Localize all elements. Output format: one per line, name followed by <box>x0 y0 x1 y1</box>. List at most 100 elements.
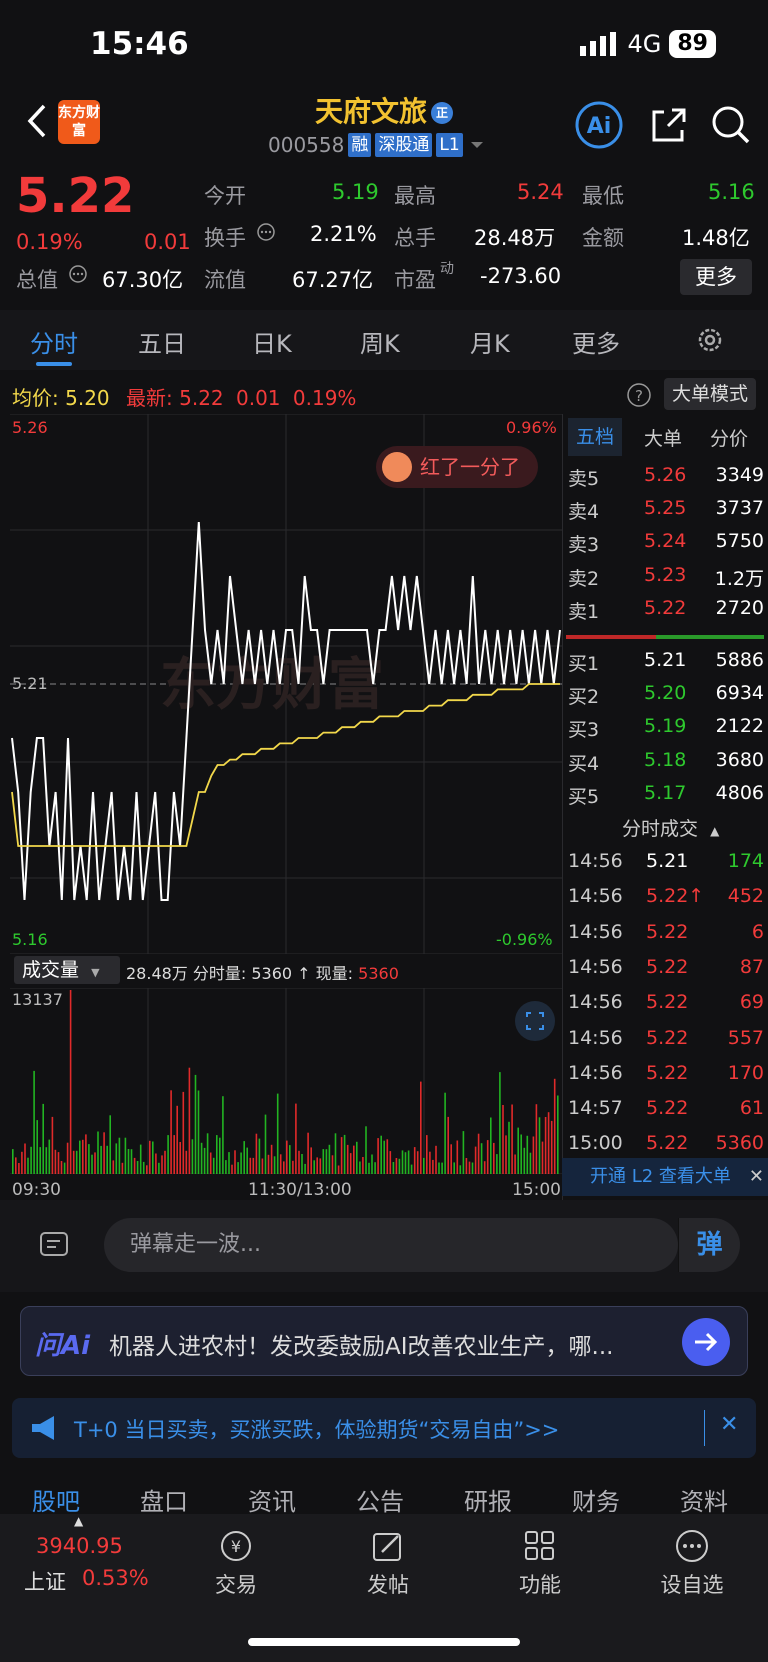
high-label: 最高 <box>394 184 436 208</box>
divider <box>704 1410 705 1446</box>
index-value[interactable]: 3940.95 <box>36 1534 123 1558</box>
avg-price-line <box>11 683 560 847</box>
close-icon[interactable]: ✕ <box>748 1166 764 1187</box>
sub-tab-research[interactable]: 研报 <box>464 1488 512 1516</box>
tab-monthly-k[interactable]: 月K <box>470 330 510 358</box>
message-icon[interactable] <box>38 1228 72 1262</box>
turnover-value: 2.21% <box>310 222 377 246</box>
sub-tab-profile[interactable]: 资料 <box>680 1488 728 1516</box>
ai-news-bar[interactable]: 问Ai 机器人进农村！发改委鼓励AI改善农业生产，哪... <box>20 1306 748 1376</box>
index-name[interactable]: 上证 <box>24 1570 66 1594</box>
ask-row[interactable]: 卖3 5.24 5750 <box>568 526 764 559</box>
sub-tab-news[interactable]: 资讯 <box>248 1488 296 1516</box>
bid-volume: 2122 <box>715 715 764 738</box>
ai-icon[interactable]: Ai <box>574 100 624 150</box>
help-icon[interactable]: ? <box>626 382 652 408</box>
nav-trade[interactable]: ¥ 交易 <box>186 1528 286 1599</box>
pct-bottom-label: -0.96% <box>496 930 553 949</box>
volume-bar <box>216 1135 218 1174</box>
sub-tab-announcements[interactable]: 公告 <box>356 1488 404 1516</box>
tick-time: 14:57 <box>568 1097 623 1120</box>
index-pct[interactable]: 0.53% <box>82 1566 149 1590</box>
tab-5day[interactable]: 五日 <box>138 330 186 358</box>
gear-icon[interactable] <box>694 324 726 356</box>
volume-bar <box>319 1158 322 1174</box>
bid-volume: 3680 <box>715 748 764 771</box>
sub-tab-forum[interactable]: 股吧 <box>32 1488 80 1516</box>
bid-row[interactable]: 买3 5.19 2122 <box>568 711 764 744</box>
volume-bar <box>505 1135 507 1174</box>
ask-volume: 1.2万 <box>714 567 764 590</box>
volume-bar <box>118 1137 121 1174</box>
volume-bar <box>365 1126 367 1174</box>
ask-row[interactable]: 卖4 5.25 3737 <box>568 493 764 526</box>
volume-bar <box>386 1139 389 1174</box>
volume-bar <box>243 1141 245 1174</box>
ask-row[interactable]: 卖2 5.23 1.2万 <box>568 560 764 593</box>
network-label: 4G <box>627 30 662 58</box>
latest-value: 5.22 <box>179 386 224 410</box>
pe-label: 市盈 <box>394 268 436 292</box>
back-icon[interactable] <box>22 100 52 142</box>
info-icon[interactable] <box>256 222 276 242</box>
volume-bar <box>377 1138 379 1174</box>
big-order-mode-button[interactable]: 大单模式 <box>664 378 756 410</box>
share-icon[interactable] <box>644 100 694 150</box>
danmu-button[interactable]: 弹 <box>678 1218 740 1272</box>
time-end: 15:00 <box>512 1180 561 1200</box>
l2-banner[interactable]: 开通 L2 查看大单 ✕ <box>562 1158 768 1196</box>
danmu-input[interactable]: 弹幕走一波... <box>104 1218 678 1272</box>
volume-bar <box>258 1138 261 1174</box>
tab-five-levels[interactable]: 五档 <box>568 418 623 456</box>
sub-tab-finance[interactable]: 财务 <box>572 1488 620 1516</box>
promo-banner[interactable]: T+0 当日买卖，买涨买跌，体验期货“交易自由”>> ✕ <box>12 1398 756 1458</box>
stock-subline[interactable]: 000558 融 深股通 L1 <box>268 133 487 157</box>
now-volume: 5360 <box>358 964 399 983</box>
expand-icon[interactable] <box>514 1000 556 1042</box>
danmu-bubble[interactable]: 红了一分了 <box>376 446 538 488</box>
bid-row[interactable]: 买5 5.17 4806 <box>568 778 764 811</box>
stock-title[interactable]: 天府文旅正 <box>0 90 768 130</box>
tick-volume: 557 <box>727 1026 764 1049</box>
y-mid-label: 5.21 <box>12 674 48 693</box>
tab-weekly-k[interactable]: 周K <box>360 330 400 358</box>
volume-bar <box>359 1161 361 1174</box>
tab-price-dist[interactable]: 分价 <box>710 428 749 450</box>
nav-add-watchlist[interactable]: 设自选 <box>642 1528 742 1599</box>
more-button[interactable]: 更多 <box>680 259 752 295</box>
info-icon[interactable] <box>68 264 88 284</box>
tab-big-orders[interactable]: 大单 <box>644 428 683 450</box>
sub-tab-handicap[interactable]: 盘口 <box>140 1488 188 1516</box>
tab-more[interactable]: 更多 <box>572 330 620 358</box>
intraday-chart[interactable]: 东方财富 <box>10 414 562 954</box>
volume-chart[interactable] <box>10 988 562 1174</box>
arrow-right-icon[interactable] <box>681 1317 731 1367</box>
tab-intraday[interactable]: 分时 <box>30 330 78 358</box>
close-icon[interactable]: ✕ <box>720 1412 739 1437</box>
nav-functions[interactable]: 功能 <box>490 1528 590 1599</box>
bid-row[interactable]: 买4 5.18 3680 <box>568 745 764 778</box>
chevron-up-icon: ▲ <box>710 824 720 838</box>
bubble-text: 红了一分了 <box>420 455 520 479</box>
bid-row[interactable]: 买2 5.20 6934 <box>568 678 764 711</box>
ticks-title[interactable]: 分时成交 ▲ <box>622 814 719 841</box>
nav-post[interactable]: 发帖 <box>338 1528 438 1599</box>
ask-row[interactable]: 卖5 5.26 3349 <box>568 460 764 493</box>
ask-volume: 5750 <box>715 530 764 553</box>
pct-top-label: 0.96% <box>506 418 557 437</box>
ask-label: 卖2 <box>568 567 600 590</box>
watermark: 东方财富 <box>160 653 384 718</box>
vol-max-label: 13137 <box>12 990 63 1009</box>
bid-row[interactable]: 买1 5.21 5886 <box>568 645 764 678</box>
search-icon[interactable] <box>706 100 756 150</box>
ask-label: 卖3 <box>568 534 600 557</box>
volume-dropdown[interactable]: 成交量 ▼ <box>14 956 120 984</box>
battery-icon: 89 <box>669 30 716 58</box>
status-indicators: 4G 89 <box>579 30 716 58</box>
svg-text:Ai: Ai <box>587 114 612 139</box>
ask-volume: 3349 <box>715 464 764 486</box>
volume-bar <box>24 1143 26 1174</box>
price-line <box>11 521 561 901</box>
tab-daily-k[interactable]: 日K <box>252 330 292 358</box>
ask-row[interactable]: 卖1 5.22 2720 <box>568 593 764 626</box>
